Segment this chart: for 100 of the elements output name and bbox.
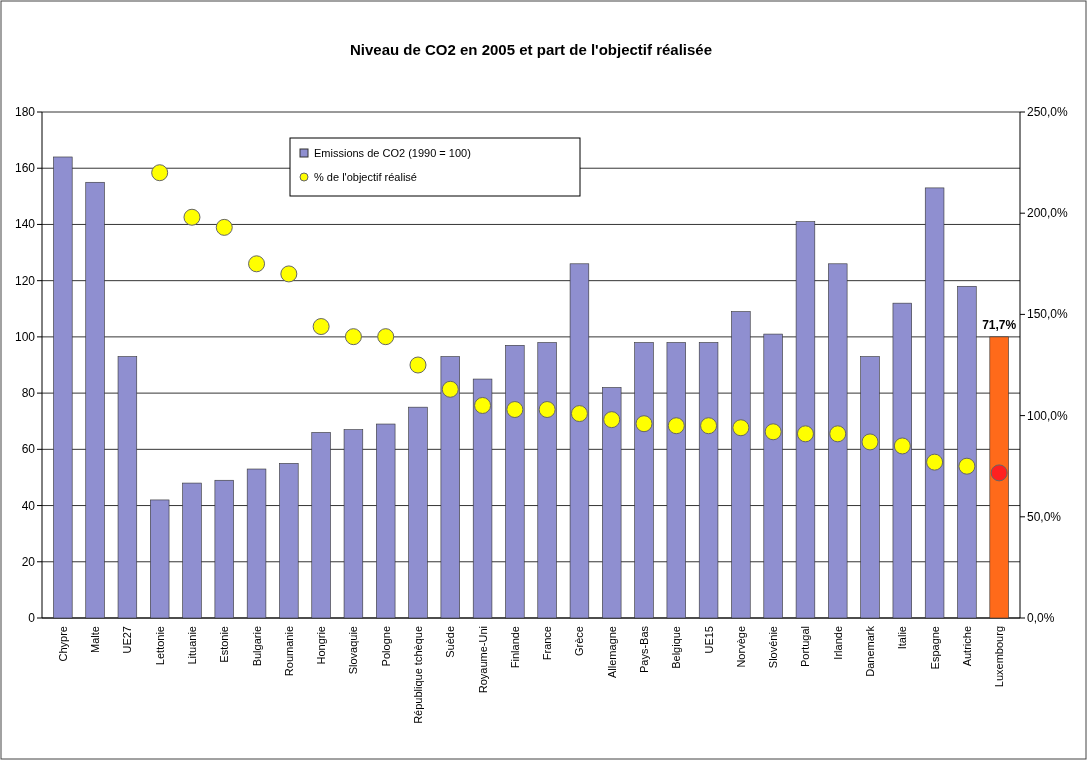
y-tick-label: 100 xyxy=(14,329,36,344)
x-tick-label: Chypre xyxy=(56,626,69,662)
point xyxy=(215,218,233,236)
point xyxy=(603,411,621,429)
bar xyxy=(472,378,493,619)
x-tick-label: Malte xyxy=(89,626,102,653)
point xyxy=(926,453,944,471)
bar xyxy=(150,499,170,619)
y-tick-label: 40 xyxy=(21,498,36,513)
bar xyxy=(214,479,234,619)
point xyxy=(796,425,814,443)
bar xyxy=(279,463,299,619)
x-tick-label: Royaume-Uni xyxy=(476,626,489,694)
x-tick-label: Danemark xyxy=(864,625,877,677)
point xyxy=(409,356,427,374)
bar xyxy=(117,356,138,619)
y-tick-label: 120 xyxy=(14,273,36,288)
bar xyxy=(860,356,880,619)
x-tick-label: Pologne xyxy=(379,626,392,667)
legend-label: % de l'objectif réalisé xyxy=(314,171,417,183)
x-tick-label: Finlande xyxy=(508,626,521,669)
point xyxy=(990,464,1008,482)
x-tick-label: Espagne xyxy=(928,626,941,670)
bar xyxy=(731,311,751,619)
point xyxy=(312,318,330,336)
x-tick-label: Bulgarie xyxy=(250,626,263,667)
x-tick-label: Lettonie xyxy=(153,626,166,666)
bar xyxy=(53,156,73,619)
chart-title: Niveau de CO2 en 2005 et part de l'objectif réalisée xyxy=(349,41,713,58)
bar xyxy=(537,342,557,619)
y2-tick-label: 50,0% xyxy=(1027,509,1062,524)
point xyxy=(344,328,362,346)
point xyxy=(764,423,782,441)
bar xyxy=(505,345,525,619)
x-tick-label: Roumanie xyxy=(282,626,295,677)
x-tick-label: Portugal xyxy=(799,626,812,667)
bar xyxy=(408,406,428,619)
bar xyxy=(343,429,364,619)
point xyxy=(506,401,524,419)
y2-tick-label: 250,0% xyxy=(1027,105,1069,119)
x-tick-label: Hongrie xyxy=(315,626,328,665)
point xyxy=(700,417,718,435)
x-tick-label: Pays-Bas xyxy=(638,625,651,674)
point xyxy=(958,457,976,475)
bar xyxy=(924,187,945,619)
x-tick-label: UE15 xyxy=(702,626,715,654)
y2-tick-label: 0,0% xyxy=(1027,611,1055,625)
y-tick-label: 60 xyxy=(21,442,36,457)
point xyxy=(441,380,459,398)
x-tick-label: Estonie xyxy=(218,626,231,663)
point xyxy=(248,255,266,273)
bar xyxy=(666,342,686,619)
point xyxy=(474,396,492,414)
bar xyxy=(892,302,912,619)
x-tick-label: Luxembourg xyxy=(993,626,1006,688)
x-tick-label: Norvège xyxy=(734,626,747,668)
y-tick-label: 140 xyxy=(14,217,36,232)
x-tick-label: Grèce xyxy=(573,626,586,656)
bar xyxy=(698,342,719,619)
point xyxy=(538,401,556,419)
bar xyxy=(246,468,267,619)
x-tick-label: Belgique xyxy=(670,626,683,669)
y-tick-label: 160 xyxy=(14,161,36,176)
bar xyxy=(182,482,202,619)
x-tick-label: Autriche xyxy=(960,626,973,667)
bar xyxy=(763,333,783,619)
bar xyxy=(85,181,105,619)
x-tick-label: Slovaquie xyxy=(347,626,360,675)
bar xyxy=(569,263,590,619)
bar xyxy=(311,432,331,619)
bar xyxy=(602,387,622,619)
x-tick-label: Italie xyxy=(896,626,909,650)
y2-tick-label: 150,0% xyxy=(1027,307,1069,322)
point xyxy=(732,419,750,437)
bar xyxy=(376,423,396,619)
point xyxy=(635,415,653,433)
point xyxy=(183,208,201,226)
x-tick-label: UE27 xyxy=(121,626,134,654)
bar xyxy=(828,263,848,619)
bar xyxy=(989,336,1009,619)
bar xyxy=(634,342,654,619)
y-tick-label: 0 xyxy=(28,611,36,625)
y2-tick-label: 100,0% xyxy=(1027,408,1069,423)
x-tick-label: République tchèque xyxy=(411,626,424,724)
y-tick-label: 180 xyxy=(14,105,36,119)
annotation: 71,7% xyxy=(982,317,1017,332)
point xyxy=(280,265,298,283)
y2-tick-label: 200,0% xyxy=(1027,206,1069,221)
bar xyxy=(795,221,816,619)
bar xyxy=(957,285,977,619)
bar xyxy=(440,356,460,619)
legend-label: Emissions de CO2 (1990 = 100) xyxy=(314,147,471,159)
point xyxy=(570,405,588,423)
point xyxy=(861,433,879,451)
point xyxy=(151,164,169,182)
x-tick-label: Lituanie xyxy=(185,626,198,665)
point xyxy=(667,417,685,435)
y-tick-label: 20 xyxy=(21,554,36,569)
x-tick-label: Slovénie xyxy=(767,626,780,669)
point xyxy=(377,328,395,346)
